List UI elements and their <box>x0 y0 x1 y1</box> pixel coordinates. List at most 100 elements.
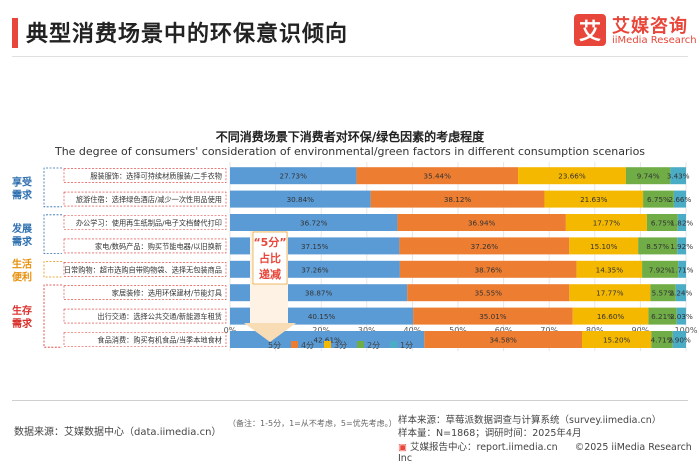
data-label: 1.71% <box>671 265 694 274</box>
x-tick-label: 20% <box>312 326 330 335</box>
report-center-icon: ▣ <box>398 442 407 453</box>
group-bracket <box>43 167 62 208</box>
bar-segment <box>399 237 570 255</box>
logo-subtext: iiMedia Research <box>612 35 697 46</box>
row-label-box <box>63 308 227 324</box>
bar-segment <box>650 284 676 302</box>
data-label: 5.57% <box>652 289 675 298</box>
data-label: 6.75% <box>651 219 674 228</box>
data-label: 2.24% <box>669 289 692 298</box>
bar-segment <box>642 260 679 278</box>
sample-source: 样本来源：草莓派数据调查与计算系统（survey.iimedia.cn） <box>398 415 662 426</box>
row-label-box <box>63 332 227 347</box>
row-label: 家居装修：选用环保建材/节能灯具 <box>112 289 222 298</box>
data-label: 21.63% <box>580 195 608 204</box>
bar-segment <box>648 307 677 325</box>
data-label: 38.12% <box>444 195 472 204</box>
data-label: 2.90% <box>668 336 691 345</box>
group-label: 生存 <box>12 304 32 317</box>
bar-segment <box>581 331 652 348</box>
group-bracket <box>43 214 62 254</box>
row-label: 家电/数码产品：购买节能电器/以旧换新 <box>95 242 222 251</box>
data-label: 38.87% <box>305 289 333 298</box>
data-label: 17.77% <box>596 289 624 298</box>
data-label: 15.10% <box>590 242 618 251</box>
data-label: 9.74% <box>637 172 660 181</box>
group-label: 生活 <box>12 257 32 270</box>
x-tick-label: 40% <box>404 326 422 335</box>
data-label: 16.60% <box>597 312 625 321</box>
group-bracket <box>43 261 62 278</box>
annotation-text: 占比 <box>259 251 281 265</box>
page-title: 典型消费场景中的环保意识倾向 <box>26 22 349 47</box>
group-label: 享受 <box>12 175 32 188</box>
x-tick-label: 90% <box>632 326 650 335</box>
bar-segment <box>518 167 626 185</box>
data-label: 6.75% <box>647 195 670 204</box>
group-label: 需求 <box>12 188 33 201</box>
row-label-box <box>63 168 227 183</box>
annotation-box <box>252 231 288 285</box>
legend-swatch <box>291 341 298 348</box>
row-label: 出行交通：选择公共交通/新能源车租赁 <box>97 312 222 321</box>
group-label: 便利 <box>12 270 32 283</box>
data-label: 37.26% <box>301 265 329 274</box>
bar-segment <box>677 214 686 231</box>
annotation-text: “5分” <box>253 235 286 249</box>
data-label: 36.94% <box>468 219 496 228</box>
stacked-bar-chart: 0%10%20%30%40%50%60%70%80%90%100%服装服饰：选择… <box>11 162 698 352</box>
data-label: 6.21% <box>651 312 674 321</box>
data-label: 15.20% <box>603 336 631 345</box>
bar-segment <box>399 260 577 278</box>
bar-segment <box>672 331 686 348</box>
group-label: 需求 <box>12 235 33 248</box>
data-label: 30.84% <box>287 195 315 204</box>
footer-divider <box>12 400 688 401</box>
data-label: 1.82% <box>670 219 693 228</box>
group-label: 需求 <box>12 317 33 330</box>
bar-segment <box>651 331 673 348</box>
legend-swatch <box>390 341 397 348</box>
bar-segment <box>565 214 647 231</box>
bar-segment <box>572 307 649 325</box>
data-label: 4.71% <box>651 336 674 345</box>
row-label-box <box>63 285 227 301</box>
legend-swatch <box>357 341 364 348</box>
row-label: 办公学习：使用再生纸制品/电子文档替代打印 <box>76 219 222 228</box>
logo-icon: 艾 <box>574 14 606 46</box>
data-label: 37.26% <box>471 242 499 251</box>
chart-title: 不同消费场景下消费者对环保/绿色因素的考虑程度 <box>215 130 485 144</box>
row-label: 服装服饰：选择可持续材质服装/二手衣物 <box>90 172 222 181</box>
chart-subtitle: The degree of consumers' consideration o… <box>54 145 646 158</box>
row-label: 食品消费：购买有机食品/当季本地食材 <box>97 336 222 345</box>
x-tick-label: 80% <box>586 326 604 335</box>
bar-segment <box>544 190 644 208</box>
scale-note: （备注：1-5分，1=从不考虑，5=优先考虑。） <box>228 419 397 428</box>
bar-segment <box>646 214 678 231</box>
bar-segment <box>413 307 573 325</box>
sample-info: 样本来源：草莓派数据调查与计算系统（survey.iimedia.cn） 样本量… <box>398 414 661 440</box>
legend-swatch <box>324 341 331 348</box>
row-label: 日常购物：超市选购自带购物袋、选择无包装商品 <box>64 265 222 274</box>
bar-segment <box>675 284 686 302</box>
data-label: 37.15% <box>301 242 329 251</box>
data-label: 2.03% <box>670 312 693 321</box>
row-label-box <box>63 238 227 254</box>
bar-segment <box>670 167 686 185</box>
data-label: 36.72% <box>300 219 328 228</box>
bar-segment <box>230 190 371 208</box>
legend-label: 4分 <box>301 341 314 350</box>
bar-segment <box>230 167 357 185</box>
header-divider <box>12 56 688 57</box>
bar-segment <box>643 190 674 208</box>
bar-segment <box>407 284 570 302</box>
logo-text: 艾媒咨询 <box>612 16 688 37</box>
report-footer: ▣ 艾媒报告中心：report.iimedia.cn ©2025 iiMedia… <box>398 439 700 464</box>
bar-segment <box>576 260 643 278</box>
bar-segment <box>676 307 686 325</box>
bar-segment <box>424 331 582 348</box>
row-label-box <box>63 191 227 207</box>
data-label: 35.55% <box>475 289 503 298</box>
legend-label: 3分 <box>334 341 347 350</box>
bar-segment <box>625 167 671 185</box>
